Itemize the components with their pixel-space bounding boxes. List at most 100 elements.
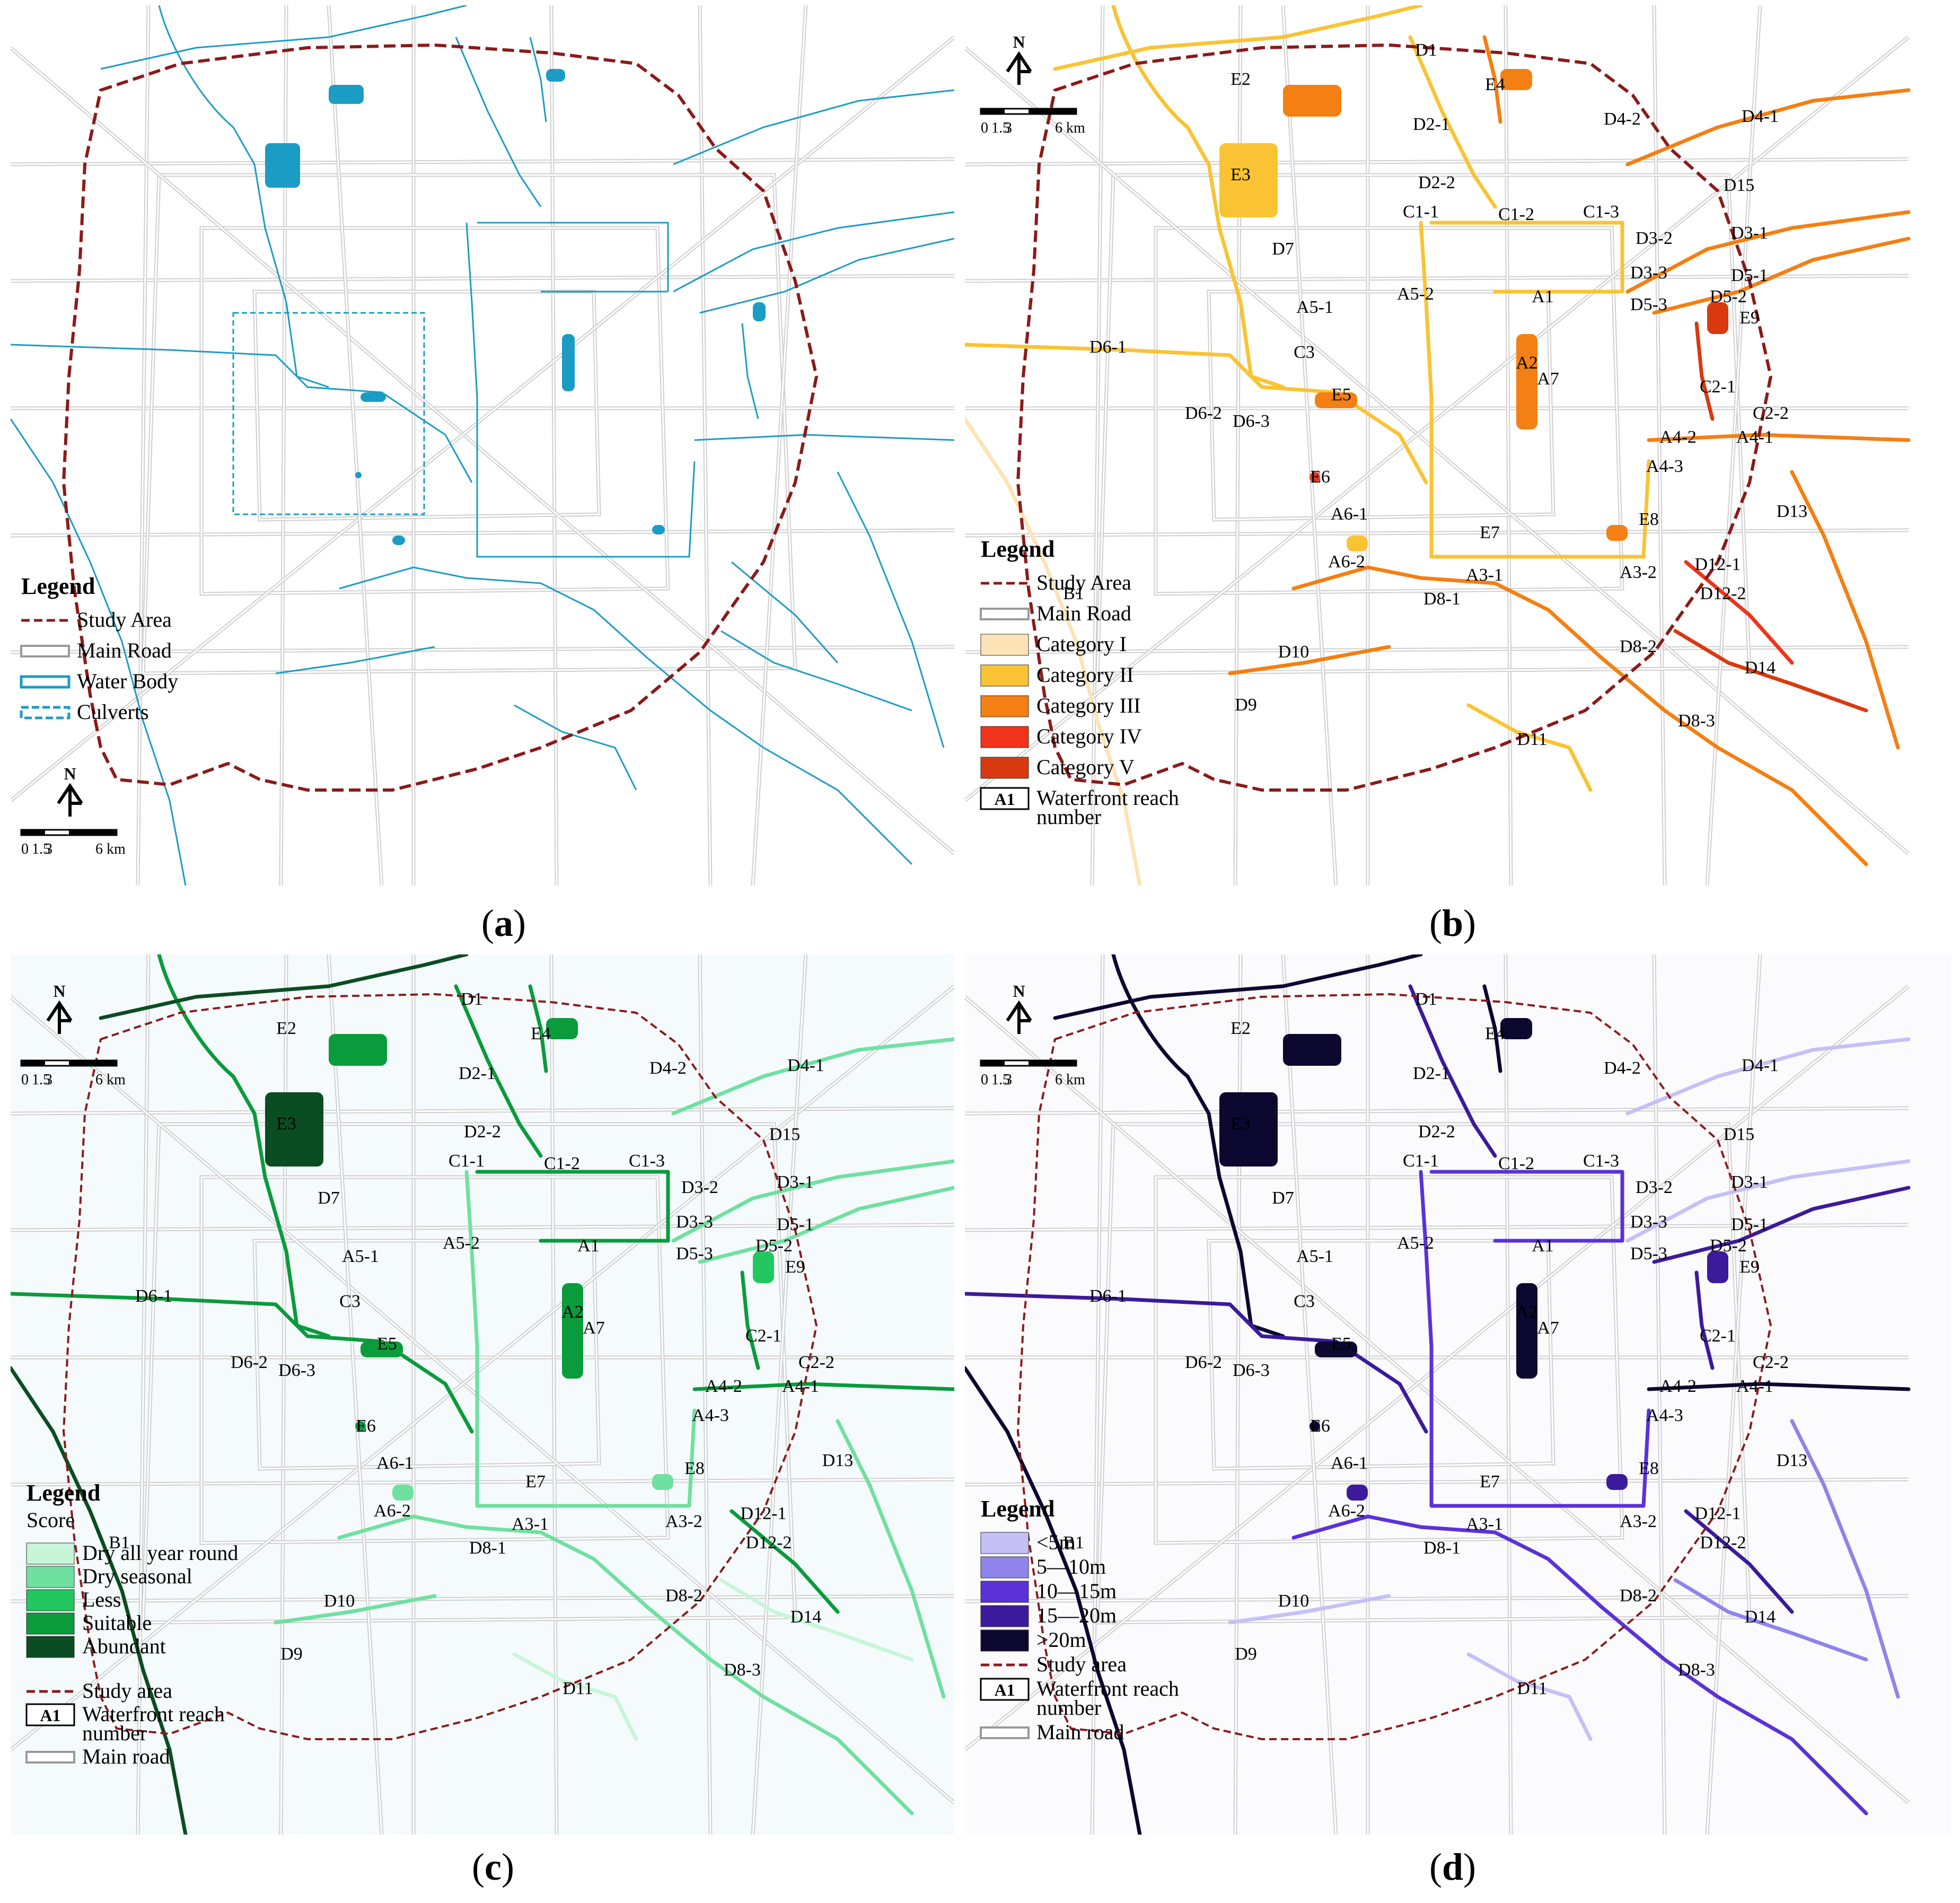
- reach-a3: [1419, 1170, 1651, 1508]
- water-line: [465, 222, 696, 558]
- reach-label: E5: [1331, 385, 1351, 405]
- water-line: [455, 37, 542, 207]
- reach-label: A4-1: [782, 1376, 819, 1396]
- reach-label: A4-3: [1646, 1406, 1683, 1425]
- main-road-core: [1282, 954, 1337, 1835]
- scale-tick-label: 6 km: [95, 841, 126, 857]
- reach-label: E6: [1310, 1416, 1330, 1436]
- reach-label: D9: [280, 1644, 303, 1664]
- reach-label: D3-1: [1731, 1172, 1768, 1192]
- legend-swatch: [26, 1589, 75, 1611]
- reach-label: E4: [1485, 1024, 1505, 1043]
- reach-label: D7: [1272, 239, 1294, 259]
- reach-label: D10: [1278, 642, 1309, 662]
- reach-label: A2: [1516, 1302, 1538, 1322]
- reach-label: D12-2: [1700, 584, 1746, 603]
- waterfront-reaches: [965, 5, 1911, 885]
- main-road-core: [11, 996, 954, 1804]
- reach-label: D12-1: [741, 1504, 787, 1523]
- reach-label: E7: [525, 1472, 546, 1492]
- legend-symbol: [980, 608, 1030, 620]
- reach-label: A6-1: [1331, 504, 1368, 524]
- reach-a4: [1647, 1382, 1911, 1391]
- scale-tick-label: 0: [21, 1072, 29, 1088]
- reach-label: D6-2: [231, 1353, 268, 1372]
- main-road-core: [11, 646, 954, 653]
- reach-label: A4-3: [692, 1406, 729, 1425]
- study-area-boundary: [61, 43, 819, 792]
- patch-a2: [1516, 1283, 1537, 1379]
- reach-label: A5-2: [1397, 284, 1434, 304]
- legend-swatch: [980, 757, 1029, 779]
- reach-label: D5-2: [1710, 1236, 1747, 1256]
- reach-label: E3: [1231, 165, 1251, 185]
- patch-e7: [392, 1485, 414, 1501]
- reach-label: E7: [1480, 1472, 1500, 1492]
- reach-label: A5-1: [1296, 1247, 1333, 1266]
- reach-label: D13: [1777, 1451, 1808, 1470]
- reach-label: E2: [276, 1019, 296, 1038]
- reach-d13: [1790, 1419, 1900, 1699]
- main-road-core: [253, 291, 600, 521]
- patch-e2: [1283, 1034, 1341, 1066]
- water-line: [673, 211, 954, 293]
- reach-label: D2-1: [459, 1064, 496, 1083]
- reach-label: D15: [769, 1125, 801, 1144]
- map-d: D1 E4 E2 D2-1 D4-2 D4-1 E3 D2-2 D15 C1-1 C1-2 C1-3 D…: [965, 954, 1951, 1835]
- legend: Legend Study Area Main Road Water Body Culve…: [20, 573, 178, 724]
- main-road-core: [965, 1224, 1909, 1231]
- reach-d14: [1673, 629, 1868, 713]
- legend-symbol: [20, 645, 70, 657]
- reach-d12: [729, 1509, 840, 1614]
- reach-label: C1-3: [1583, 202, 1619, 222]
- patch-a2: [562, 1283, 583, 1379]
- main-road-core: [1208, 1240, 1554, 1470]
- main-road-core: [965, 275, 1909, 282]
- water-line: [477, 222, 669, 292]
- scale-bar: 0 1.53 6 km: [980, 1059, 1085, 1088]
- scale-tick-label: 3: [1005, 1072, 1012, 1088]
- main-road-core: [550, 954, 558, 1835]
- reach-d10: [1228, 1594, 1391, 1625]
- legend-swatch: [980, 1556, 1029, 1578]
- patch-e5: [1315, 392, 1357, 408]
- legend-swatch: [980, 1629, 1029, 1652]
- main-road-core: [1155, 227, 1623, 595]
- reach-label: D8-2: [1620, 637, 1657, 656]
- legend-label: Category V: [1036, 755, 1135, 779]
- patch-e3: [1219, 143, 1278, 217]
- scale-tick-label: 1.5: [991, 120, 1010, 136]
- reach-d11: [512, 1652, 638, 1741]
- main-road-core: [11, 275, 954, 282]
- reach-label: D3-3: [1630, 1212, 1667, 1232]
- reach-d1: [99, 954, 469, 1020]
- main-roads: [965, 954, 1910, 1835]
- reach-label: A4-3: [1646, 457, 1683, 476]
- patch-e7: [1347, 1485, 1368, 1501]
- reach-labels: D1 E4 E2 D2-1 D4-2 D4-1 E3 D2-2 D15 C1-1 C1-2 C1-3 D…: [1063, 989, 1807, 1698]
- legend-label: >20m: [1036, 1628, 1086, 1652]
- main-road: [252, 290, 601, 522]
- reach-d8: [1291, 565, 1868, 866]
- reach-label: D8-1: [469, 1538, 506, 1558]
- main-roads: [11, 5, 954, 885]
- patch-e6: [1309, 472, 1320, 483]
- reach-label: A2: [561, 1302, 584, 1322]
- reach-d3: [1625, 210, 1911, 294]
- reach-label: A2: [1516, 353, 1538, 373]
- reach-d5: [698, 1186, 954, 1264]
- reach-label: D5-3: [1630, 1244, 1667, 1264]
- reach-d3: [671, 1159, 954, 1243]
- reach-label: E2: [1231, 1019, 1251, 1038]
- reach-label: C1-1: [449, 1151, 485, 1171]
- reach-d6: [965, 1292, 1428, 1434]
- legend-title: Legend: [981, 536, 1054, 562]
- main-road-core: [200, 1176, 669, 1544]
- legend-swatch: [980, 726, 1029, 748]
- reach-label: E4: [1485, 75, 1505, 94]
- reach-d8: [337, 1514, 914, 1816]
- reach-label: D11: [1517, 730, 1547, 749]
- legend-label: 15—20m: [1036, 1603, 1117, 1627]
- reach-label: D4-2: [1604, 109, 1641, 129]
- legend-label: Dry seasonal: [82, 1564, 192, 1588]
